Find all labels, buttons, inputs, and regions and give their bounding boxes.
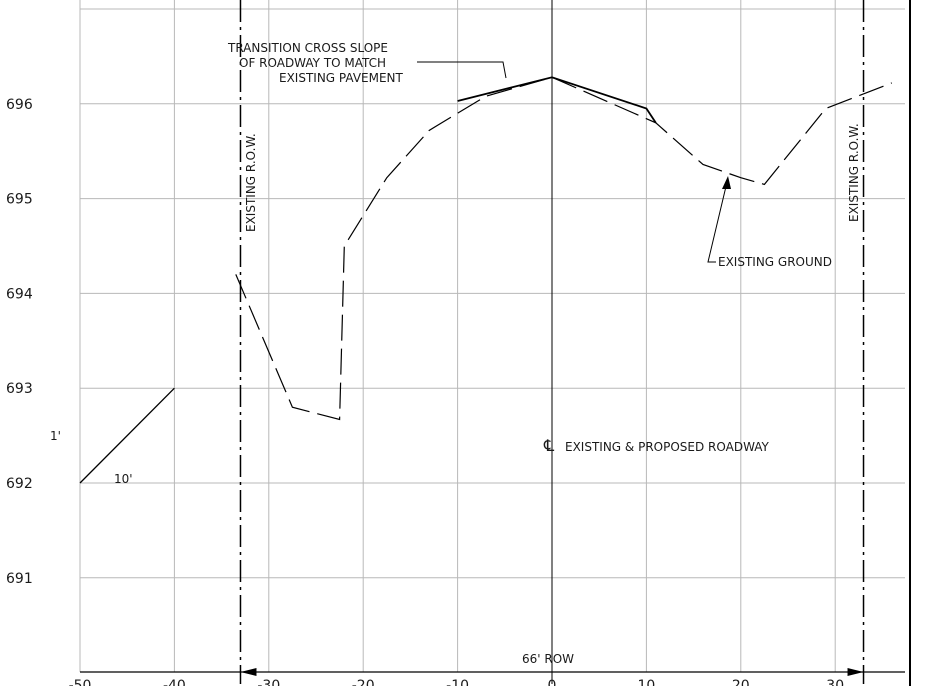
slope-run-label: 10' bbox=[114, 472, 133, 486]
centerline-symbol: ℄ bbox=[543, 436, 555, 455]
x-tick-label: 0 bbox=[548, 678, 557, 686]
y-tick-label: 696 bbox=[6, 97, 33, 113]
y-tick-label: 694 bbox=[6, 286, 33, 302]
x-tick-label: -20 bbox=[352, 678, 375, 686]
existing-ground-line bbox=[235, 76, 893, 421]
y-tick-label: 691 bbox=[6, 571, 33, 587]
y-tick-label: 693 bbox=[6, 381, 33, 397]
x-tick-label: -10 bbox=[446, 678, 469, 686]
transition-annotation: TRANSITION CROSS SLOPE OF ROADWAY TO MAT… bbox=[227, 41, 507, 85]
transition-line-1: TRANSITION CROSS SLOPE bbox=[227, 41, 388, 55]
profile-series bbox=[235, 76, 893, 421]
y-tick-label: 692 bbox=[6, 476, 33, 492]
transition-line-2: OF ROADWAY TO MATCH bbox=[239, 56, 386, 70]
slope-line bbox=[79, 387, 175, 484]
slope-indicator: 1' 10' bbox=[50, 387, 175, 486]
row-dimension-label: 66' ROW bbox=[522, 652, 574, 666]
grid-lines bbox=[79, 0, 905, 673]
row-dimension-arrow-left bbox=[240, 668, 257, 676]
x-tick-label: -30 bbox=[257, 678, 280, 686]
existing-ground-arrowhead bbox=[722, 176, 731, 189]
proposed-pavement-line bbox=[457, 76, 657, 124]
x-tick-label: -40 bbox=[163, 678, 186, 686]
x-tick-label: 10 bbox=[637, 678, 655, 686]
existing-ground-leader bbox=[707, 177, 729, 263]
transition-leader bbox=[417, 61, 507, 79]
existing-ground-annotation: EXISTING GROUND bbox=[707, 176, 832, 269]
right-row-label: EXISTING R.O.W. bbox=[847, 123, 861, 222]
right-of-way-lines bbox=[239, 0, 865, 684]
x-tick-label: 20 bbox=[732, 678, 750, 686]
x-tick-label: -50 bbox=[69, 678, 92, 686]
x-tick-label: 30 bbox=[826, 678, 844, 686]
left-row-label: EXISTING R.O.W. bbox=[244, 133, 258, 232]
centerline-label: EXISTING & PROPOSED ROADWAY bbox=[565, 440, 770, 454]
row-dimension-arrow-right bbox=[847, 668, 864, 676]
existing-ground-label: EXISTING GROUND bbox=[718, 255, 832, 269]
tick-labels: 691 692 693 694 695 696 -50 -40 -30 -20 -10 0 10 20 30 bbox=[6, 97, 844, 686]
transition-line-3: EXISTING PAVEMENT bbox=[279, 71, 404, 85]
row-dimension: 66' ROW bbox=[240, 652, 864, 676]
y-tick-label: 695 bbox=[6, 192, 33, 208]
slope-rise-label: 1' bbox=[50, 429, 61, 443]
